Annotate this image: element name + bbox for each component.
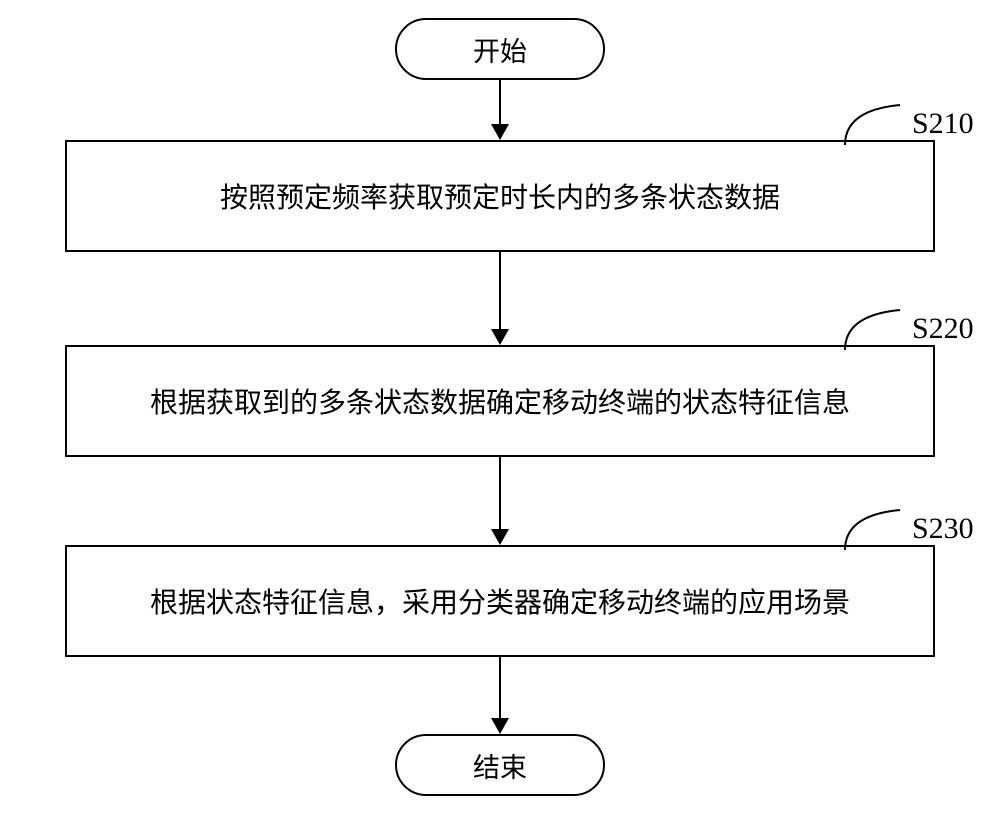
arrow-1 [480, 252, 520, 345]
callout-s230 [840, 505, 920, 555]
start-label: 开始 [473, 30, 527, 69]
step-label-s210: S210 [912, 107, 974, 141]
arrow-2 [480, 457, 520, 545]
process-s220: 根据获取到的多条状态数据确定移动终端的状态特征信息 [65, 345, 935, 457]
end-terminal: 结束 [395, 734, 605, 796]
step-label-s230: S230 [912, 512, 974, 546]
callout-s220 [840, 305, 920, 355]
process-text: 根据获取到的多条状态数据确定移动终端的状态特征信息 [150, 381, 850, 421]
start-terminal: 开始 [395, 18, 605, 80]
end-label: 结束 [473, 746, 527, 785]
process-s230: 根据状态特征信息，采用分类器确定移动终端的应用场景 [65, 545, 935, 657]
process-text: 根据状态特征信息，采用分类器确定移动终端的应用场景 [150, 581, 850, 621]
process-s210: 按照预定频率获取预定时长内的多条状态数据 [65, 140, 935, 252]
callout-s210 [840, 100, 920, 150]
process-text: 按照预定频率获取预定时长内的多条状态数据 [220, 176, 780, 216]
arrow-3 [480, 657, 520, 734]
step-label-s220: S220 [912, 312, 974, 346]
flowchart-canvas: 开始按照预定频率获取预定时长内的多条状态数据 S210 根据获取到的多条状态数据确定… [0, 0, 1000, 822]
arrow-0 [480, 80, 520, 140]
